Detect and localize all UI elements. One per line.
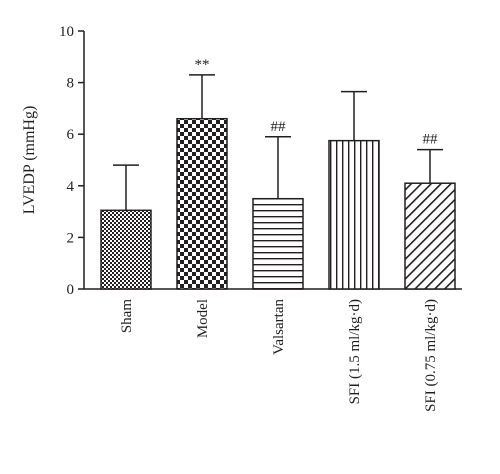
- annotations: ** ## ##: [195, 57, 439, 148]
- bar: [252, 197, 304, 290]
- y-tick-label: 4: [67, 179, 75, 195]
- significance-label: ##: [423, 132, 439, 148]
- y-tick-label: 10: [59, 24, 74, 40]
- y-tick-label: 0: [67, 282, 75, 298]
- x-tick-label: SFI (1.5 ml/kg·d): [347, 299, 363, 404]
- y-tick-label: 6: [67, 127, 75, 143]
- x-tick-label: Sham: [119, 299, 135, 334]
- bar: [176, 117, 228, 290]
- bar: [404, 182, 456, 290]
- x-tick-label: Model: [195, 299, 211, 338]
- y-axis-ticks: 0 2 4 6 8 10: [59, 24, 84, 298]
- significance-label: **: [195, 57, 210, 73]
- significance-label: ##: [271, 119, 287, 135]
- y-tick-label: 8: [67, 76, 75, 92]
- bars: [100, 117, 456, 290]
- bar: [328, 139, 380, 290]
- y-tick-label: 2: [67, 230, 75, 246]
- x-tick-label: SFI (0.75 ml/kg·d): [423, 299, 439, 412]
- bar: [100, 209, 152, 290]
- x-tick-label: Valsartan: [271, 299, 287, 355]
- category-labels: Sham Model Valsartan SFI (1.5 ml/kg·d) SFI (…: [119, 299, 439, 412]
- y-axis-label: LVEDP (mmHg): [21, 106, 38, 215]
- error-bars: [113, 74, 443, 211]
